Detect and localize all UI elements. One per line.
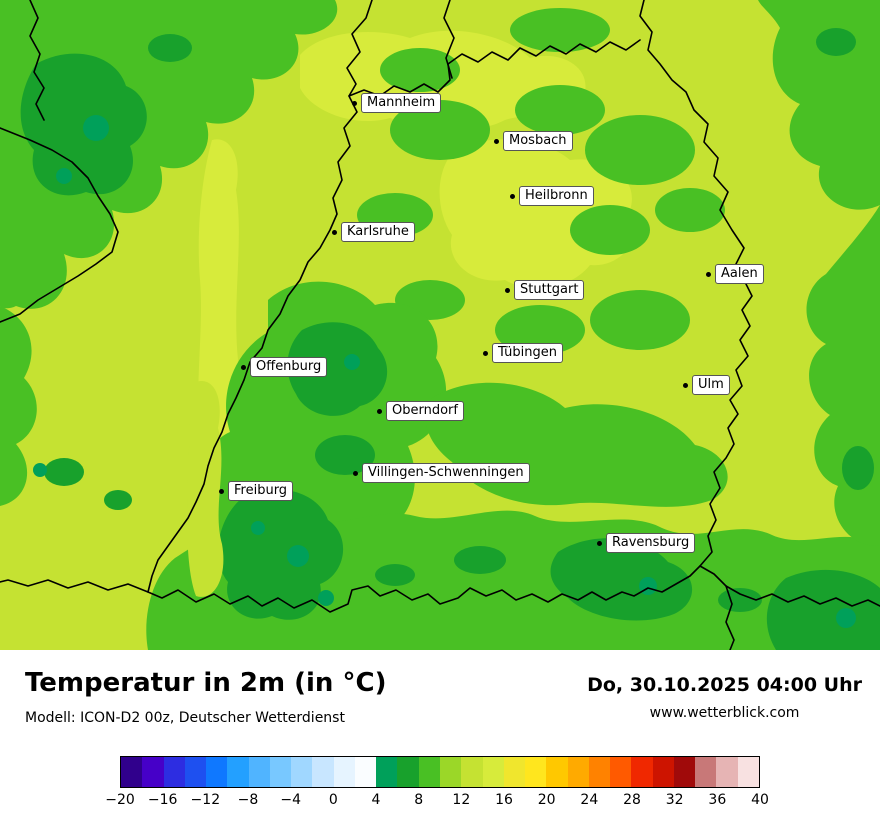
colorbar-cell <box>333 757 355 787</box>
website-label: www.wetterblick.com <box>649 705 800 721</box>
colorbar-tick: 32 <box>665 792 684 808</box>
city-marker: Mannheim <box>352 93 442 113</box>
city-label: Tübingen <box>492 343 563 363</box>
colorbar-tick: 28 <box>623 792 641 808</box>
city-dot-icon <box>332 229 337 235</box>
city-label: Ravensburg <box>606 533 696 553</box>
footer-right-column: Do, 30.10.2025 04:00 Uhr www.wetterblick… <box>587 674 862 721</box>
city-label: Oberndorf <box>386 401 464 421</box>
colorbar-cell <box>269 757 292 787</box>
city-label: Karlsruhe <box>341 222 415 242</box>
colorbar-cell <box>546 757 568 787</box>
city-dot-icon <box>683 382 688 388</box>
city-marker: Villingen-Schwenningen <box>353 463 530 483</box>
city-marker: Karlsruhe <box>332 222 415 242</box>
colorbar-tick: −20 <box>105 792 135 808</box>
colorbar-tick: 16 <box>495 792 513 808</box>
colorbar-cell <box>312 757 334 787</box>
city-dot-icon <box>377 408 382 414</box>
colorbar-cell <box>376 757 398 787</box>
colorbar-cell <box>121 757 143 787</box>
city-marker: Mosbach <box>494 131 573 151</box>
city-marker: Aalen <box>706 264 764 284</box>
city-label: Mosbach <box>503 131 573 151</box>
city-dot-icon <box>505 287 510 293</box>
city-dot-icon <box>353 470 358 476</box>
colorbar-cell <box>695 757 717 787</box>
forecast-datetime: Do, 30.10.2025 04:00 Uhr <box>587 674 862 696</box>
colorbar-cell <box>439 757 462 787</box>
city-marker: Ulm <box>683 375 730 395</box>
city-dot-icon <box>494 138 499 144</box>
colorbar-cell <box>567 757 589 787</box>
city-marker: Oberndorf <box>377 401 464 421</box>
colorbar-ticks: −20 −16 −12 −8 −4 0 4 8 12 16 20 24 28 32 36 40 <box>105 792 769 812</box>
city-layer: Mannheim Mosbach Heilbronn Karlsruhe Aalen St… <box>219 93 764 553</box>
city-label: Ulm <box>692 375 730 395</box>
colorbar-tick: −12 <box>190 792 221 808</box>
colorbar-cell <box>163 757 185 787</box>
colorbar-cell <box>397 757 419 787</box>
colorbar-tick: −4 <box>280 792 301 808</box>
colorbar-tick: 36 <box>708 792 727 808</box>
city-dot-icon <box>219 488 224 494</box>
city-marker: Freiburg <box>219 481 294 501</box>
border-lines <box>0 0 880 650</box>
city-marker: Heilbronn <box>510 186 594 206</box>
colorbar-tick: −8 <box>237 792 259 808</box>
city-label: Heilbronn <box>519 186 594 206</box>
colorbar-cell <box>354 757 377 787</box>
city-marker: Stuttgart <box>505 280 585 300</box>
colorbar-cell <box>503 757 526 787</box>
colorbar-tick: 40 <box>751 792 769 808</box>
colorbar-tick: 4 <box>371 792 381 808</box>
colorbar-cell <box>737 757 759 787</box>
colorbar-cell <box>673 757 696 787</box>
city-dot-icon <box>597 540 602 546</box>
city-label: Stuttgart <box>514 280 585 300</box>
colorbar-cell <box>227 757 249 787</box>
colorbar-cell <box>525 757 547 787</box>
model-info: Modell: ICON-D2 00z, Deutscher Wetterdie… <box>25 710 345 726</box>
colorbar-cell <box>610 757 632 787</box>
city-dot-icon <box>706 271 711 277</box>
city-marker: Ravensburg <box>597 533 696 553</box>
colorbar-cell <box>461 757 483 787</box>
colorbar-cell <box>716 757 738 787</box>
city-label: Offenburg <box>250 357 328 377</box>
colorbar-cell <box>588 757 611 787</box>
city-label: Mannheim <box>361 93 442 113</box>
colorbar-tick: 0 <box>328 792 338 808</box>
colorbar-cell <box>418 757 440 787</box>
map-footer: Temperatur in 2m (in °C) Modell: ICON-D2… <box>0 650 880 830</box>
colorbar-tick: 24 <box>580 792 599 808</box>
city-dot-icon <box>241 364 246 370</box>
map-title: Temperatur in 2m (in °C) <box>25 668 387 698</box>
colorbar-tick: 20 <box>537 792 556 808</box>
city-marker: Offenburg <box>241 357 328 377</box>
colorbar-cell <box>206 757 228 787</box>
city-dot-icon <box>352 100 357 106</box>
colorbar-cell <box>142 757 164 787</box>
colorbar-tick: 12 <box>452 792 471 808</box>
city-label: Freiburg <box>228 481 294 501</box>
colorbar-tick: 8 <box>414 792 424 808</box>
city-label: Villingen-Schwenningen <box>362 463 530 483</box>
colorbar-cell <box>248 757 270 787</box>
colorbar-cell <box>631 757 653 787</box>
city-dot-icon <box>483 350 488 356</box>
colorbar-cell <box>291 757 313 787</box>
colorbar-cell <box>652 757 674 787</box>
temperature-colorbar <box>120 756 760 788</box>
colorbar-cell <box>482 757 504 787</box>
weather-map: Mannheim Mosbach Heilbronn Karlsruhe Aalen St… <box>0 0 880 650</box>
city-label: Aalen <box>715 264 764 284</box>
colorbar-tick: −16 <box>147 792 178 808</box>
city-marker: Tübingen <box>483 343 563 363</box>
city-dot-icon <box>510 193 515 199</box>
colorbar-cell <box>184 757 207 787</box>
